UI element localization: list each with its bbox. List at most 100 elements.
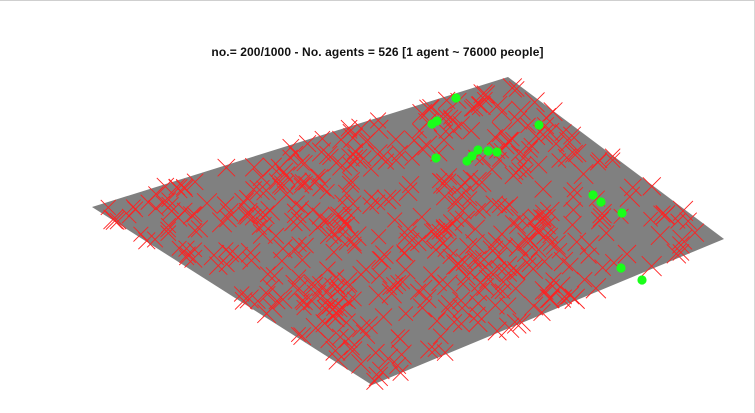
red-agent-marker [522,213,540,231]
red-agent-marker [564,288,585,310]
red-agent-marker [468,282,488,301]
red-agent-marker [362,197,380,215]
red-agent-marker [292,153,310,171]
red-agent-marker [485,195,504,214]
red-agent-marker [359,316,378,335]
red-agent-marker [438,123,454,139]
red-agent-marker [540,122,560,142]
red-agent-marker [438,218,457,237]
red-agent-marker [218,242,234,258]
red-agent-marker [534,180,552,198]
red-agent-marker [160,221,177,238]
red-agent-marker [262,297,283,318]
red-agent-marker [435,173,457,194]
red-agent-marker [462,121,481,140]
red-agent-marker [642,177,662,196]
red-agent-marker [371,267,388,284]
red-agent-marker [332,301,348,318]
red-agent-marker [305,317,326,339]
red-agent-marker [554,123,572,142]
red-agent-marker [332,218,352,238]
red-agent-marker [623,178,642,197]
red-agent-marker [452,298,473,318]
red-agent-marker [604,152,621,168]
red-agent-marker [371,228,387,245]
red-agent-marker [238,189,256,207]
red-agent-marker [346,226,367,247]
red-agent-marker [566,182,582,198]
red-agent-marker [161,196,179,215]
red-agent-marker [242,251,261,270]
green-agent-marker [483,146,493,156]
red-agent-marker [341,148,360,167]
red-agent-marker [433,129,455,151]
red-agent-marker [440,168,458,185]
red-agent-marker [255,205,275,225]
red-agent-marker [427,342,443,358]
red-agent-marker [290,172,307,190]
green-agent-marker [467,151,477,161]
red-agent-marker [462,191,478,207]
red-agent-marker [356,259,376,280]
red-agent-marker [321,297,339,315]
red-agent-marker [127,201,144,218]
red-agent-marker [497,199,514,217]
red-agent-marker [315,314,334,333]
red-agent-marker [284,212,303,232]
red-agent-marker [374,308,393,326]
red-agent-marker [352,319,371,338]
red-agent-marker [419,99,440,121]
red-agent-marker [594,259,612,277]
red-agent-marker [376,189,397,210]
red-agent-marker [325,243,343,261]
red-agent-marker [186,206,203,223]
red-agent-marker [508,239,526,257]
red-agent-marker [240,242,261,263]
red-agent-marker [351,118,372,139]
red-agent-marker [506,279,526,299]
red-agent-marker [217,158,236,177]
red-agent-marker [268,292,286,310]
red-agent-marker [508,110,528,130]
red-agent-marker [545,234,566,255]
red-agent-marker [522,251,538,267]
red-agent-marker [368,285,389,306]
red-agent-marker [666,243,687,264]
red-agent-marker [452,315,470,333]
red-agent-marker [559,131,580,153]
red-agent-marker [366,343,385,362]
red-agent-marker [579,234,600,256]
red-agent-marker [315,212,333,230]
red-agent-marker [487,321,507,341]
red-agent-marker [510,145,527,162]
red-agent-marker [557,289,573,305]
red-agent-marker [314,130,331,147]
red-agent-marker [294,200,310,216]
red-agent-marker [378,348,399,369]
red-agent-marker [565,202,582,218]
red-agent-marker [490,283,506,299]
red-agent-marker [138,232,156,250]
red-agent-marker [121,208,137,224]
green-agent-marker [451,93,461,103]
red-agent-marker [272,251,292,271]
green-agent-marker [432,116,442,126]
red-agent-marker [260,201,281,221]
red-agent-marker [310,168,326,184]
red-agent-marker [184,249,203,268]
red-agent-marker [296,155,313,172]
red-agent-marker [238,202,258,222]
red-agent-marker [160,225,177,242]
red-agent-marker [398,182,418,202]
red-agent-marker [484,238,501,255]
red-agent-marker [592,203,612,224]
red-agent-marker [304,172,325,193]
red-agent-marker [175,178,193,196]
red-agent-marker [563,215,582,235]
red-agent-marker [265,267,284,285]
red-agent-marker [377,153,395,170]
red-agent-marker [218,256,235,273]
red-agent-marker [536,208,556,229]
red-agent-marker [425,222,446,243]
